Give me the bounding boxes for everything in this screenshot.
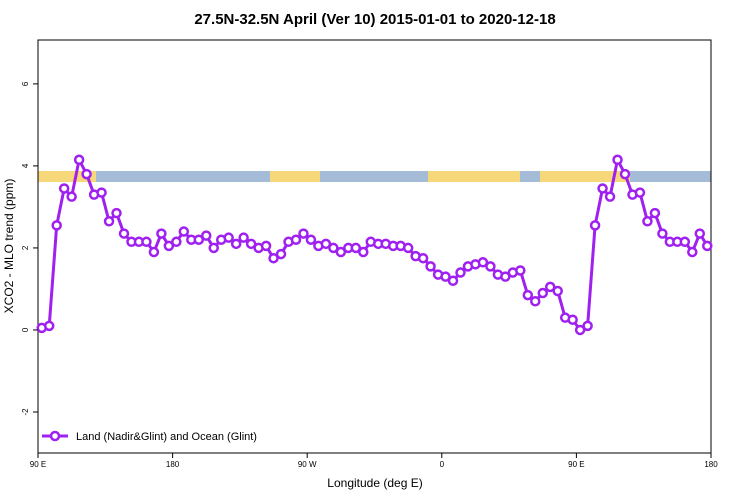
data-point — [485, 261, 496, 272]
data-point — [544, 281, 556, 293]
data-point — [223, 232, 234, 243]
data-point — [679, 236, 691, 248]
data-point — [260, 240, 272, 252]
data-point — [103, 216, 115, 227]
data-point — [350, 242, 362, 254]
data-point — [111, 207, 122, 219]
map-strip — [38, 171, 711, 182]
data-point — [290, 234, 302, 245]
y-tick-label: 2 — [21, 245, 30, 250]
data-point — [81, 168, 92, 180]
x-tick-label: 90 E — [568, 460, 584, 469]
data-point — [582, 320, 593, 332]
y-axis-label: XCO2 - MLO trend (ppm) — [2, 179, 16, 314]
data-point — [96, 187, 107, 198]
data-point — [604, 191, 616, 202]
data-point — [66, 191, 77, 202]
data-point — [642, 216, 653, 227]
data-point — [702, 240, 713, 252]
data-point — [612, 154, 623, 166]
data-point — [358, 246, 369, 258]
data-point — [567, 314, 578, 325]
y-tick-label: 4 — [21, 163, 30, 168]
data-point — [238, 232, 249, 243]
legend-marker — [49, 430, 61, 442]
data-point — [51, 220, 62, 231]
x-tick-label: 90 E — [30, 460, 46, 469]
data-point — [530, 296, 541, 307]
data-point — [522, 289, 534, 301]
data-point — [43, 320, 55, 332]
data-point — [552, 285, 563, 297]
data-point — [298, 228, 309, 239]
data-point — [305, 234, 317, 245]
data-point — [275, 248, 287, 260]
x-tick-label: 180 — [704, 460, 718, 469]
data-point — [589, 220, 601, 231]
data-point — [201, 230, 212, 241]
data-point — [328, 242, 339, 254]
data-point — [118, 228, 130, 239]
legend: Land (Nadir&Glint) and Ocean (Glint) — [42, 430, 257, 443]
x-tick-label: 90 W — [298, 460, 317, 469]
data-point — [245, 238, 257, 250]
data-point — [268, 252, 279, 264]
data-point — [500, 271, 511, 282]
data-point — [402, 242, 414, 254]
data-point — [208, 242, 219, 254]
y-tick-label: 6 — [21, 81, 30, 86]
x-axis-label: Longitude (deg E) — [327, 476, 422, 490]
data-point — [335, 246, 347, 258]
data-point — [477, 257, 489, 268]
data-point — [687, 246, 698, 258]
data-point — [537, 287, 548, 299]
data-point — [156, 228, 167, 239]
data-point — [634, 187, 646, 198]
x-tick-label: 0 — [440, 460, 445, 469]
data-point — [141, 236, 152, 248]
data-point — [425, 261, 436, 272]
data-point — [230, 238, 242, 250]
data-point — [455, 267, 466, 278]
data-point — [73, 154, 85, 166]
data-point — [649, 207, 661, 219]
data-point — [440, 271, 451, 282]
data-point — [163, 240, 175, 252]
data-point — [320, 238, 332, 250]
data-point — [447, 275, 459, 286]
data-point — [193, 234, 205, 245]
data-point — [515, 265, 526, 276]
data-point — [657, 228, 668, 239]
data-point — [694, 228, 706, 239]
data-point — [574, 324, 586, 336]
data-point — [417, 252, 429, 264]
x-tick-label: 180 — [166, 460, 180, 469]
y-tick-label: -2 — [21, 408, 30, 416]
y-tick-label: 0 — [21, 327, 30, 332]
data-point — [148, 246, 160, 258]
data-point — [619, 168, 631, 180]
data-point — [58, 183, 70, 194]
legend-label: Land (Nadir&Glint) and Ocean (Glint) — [76, 431, 257, 443]
data-point — [171, 236, 182, 248]
chart-title: 27.5N-32.5N April (Ver 10) 2015-01-01 to… — [194, 11, 555, 28]
data-point — [178, 226, 190, 237]
data-point — [597, 183, 608, 194]
